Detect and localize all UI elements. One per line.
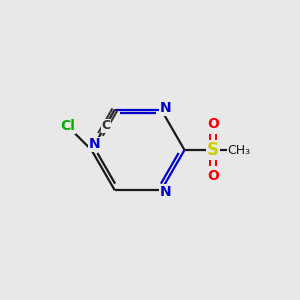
Text: CH₃: CH₃ [227,143,250,157]
Text: S: S [207,141,219,159]
Text: C: C [102,119,111,132]
Text: Cl: Cl [60,119,75,134]
Text: N: N [159,185,171,199]
Text: O: O [207,169,219,182]
Text: N: N [89,137,100,151]
Text: N: N [159,101,171,115]
Text: O: O [207,118,219,131]
